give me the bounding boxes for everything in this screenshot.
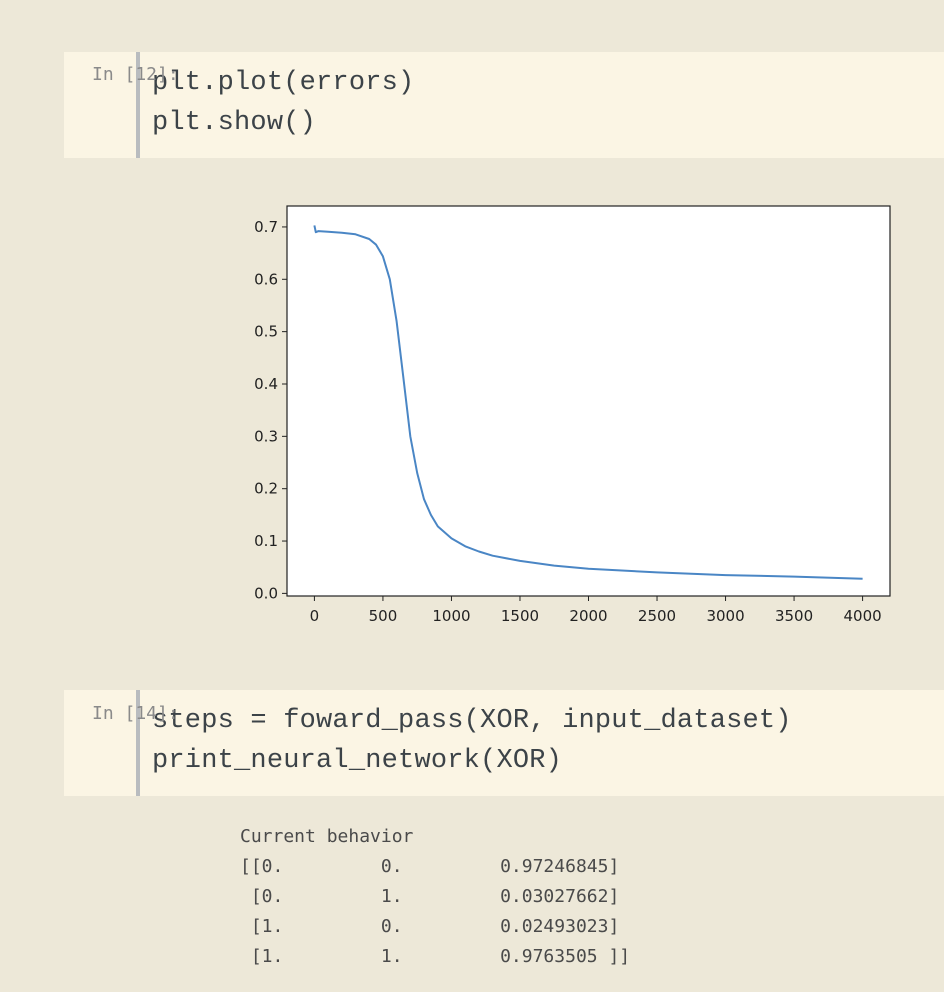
output-line: [[0. 0. 0.97246845] <box>240 856 620 877</box>
y-tick-label: 0.2 <box>254 480 278 498</box>
x-tick-label: 3500 <box>775 607 813 625</box>
code-line: plt.show() <box>152 108 317 138</box>
output-line: [1. 0. 0.02493023] <box>240 916 620 937</box>
y-tick-label: 0.3 <box>254 427 278 445</box>
plot-area <box>286 205 891 597</box>
y-tick-label: 0.5 <box>254 323 278 341</box>
output-line: Current behavior <box>240 826 414 847</box>
errors-series-line <box>313 225 863 580</box>
cell-14-input[interactable]: steps = foward_pass(XOR, input_dataset) … <box>136 690 944 796</box>
y-tick-label: 0.4 <box>254 375 278 393</box>
cell-14-prompt: In [14]: <box>92 703 179 724</box>
x-tick-label: 0 <box>310 607 320 625</box>
x-tick-label: 2500 <box>638 607 676 625</box>
y-tick-label: 0.6 <box>254 270 278 288</box>
x-tick-label: 1500 <box>501 607 539 625</box>
output-line: [0. 1. 0.03027662] <box>240 886 620 907</box>
code-line: plt.plot(errors) <box>152 68 415 98</box>
x-tick-label: 3000 <box>706 607 744 625</box>
x-tick-label: 2000 <box>569 607 607 625</box>
code-line: steps = foward_pass(XOR, input_dataset) <box>152 706 792 736</box>
cell-12-prompt: In [12]: <box>92 64 179 85</box>
y-tick-label: 0.1 <box>254 532 278 550</box>
output-line: [1. 1. 0.9763505 ]] <box>240 946 631 967</box>
chart-svg: 0.0 0.1 0.2 0.3 0.4 0.5 0.6 0.7 0 500 1000 1500 2000… <box>254 205 891 625</box>
x-tick-label: 500 <box>369 607 398 625</box>
y-tick-label: 0.7 <box>254 218 278 236</box>
errors-line-chart: 0.0 0.1 0.2 0.3 0.4 0.5 0.6 0.7 0 500 1000 1500 2000… <box>230 198 900 638</box>
x-tick-label: 4000 <box>843 607 881 625</box>
y-tick-label: 0.0 <box>254 584 278 602</box>
x-tick-label: 1000 <box>432 607 470 625</box>
code-line: print_neural_network(XOR) <box>152 746 563 776</box>
cell-12-input[interactable]: plt.plot(errors) plt.show() <box>136 52 944 158</box>
